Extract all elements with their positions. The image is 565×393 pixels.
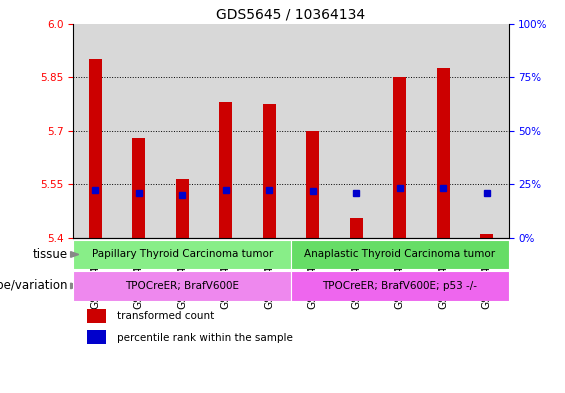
Text: Anaplastic Thyroid Carcinoma tumor: Anaplastic Thyroid Carcinoma tumor	[304, 250, 496, 259]
Bar	[219, 102, 232, 238]
Bar	[160, 24, 204, 238]
Text: genotype/variation: genotype/variation	[0, 279, 68, 292]
Bar	[73, 240, 291, 269]
Bar	[421, 24, 465, 238]
Bar	[86, 309, 106, 323]
Bar	[393, 77, 406, 238]
Bar	[73, 24, 117, 238]
Text: TPOCreER; BrafV600E; p53 -/-: TPOCreER; BrafV600E; p53 -/-	[322, 281, 477, 291]
Bar	[480, 234, 493, 238]
Bar	[378, 24, 421, 238]
Bar	[465, 24, 508, 238]
Polygon shape	[71, 283, 79, 289]
Title: GDS5645 / 10364134: GDS5645 / 10364134	[216, 7, 366, 21]
Bar	[86, 330, 106, 344]
Bar	[263, 104, 276, 238]
Bar	[89, 59, 102, 238]
Text: transformed count: transformed count	[117, 311, 214, 321]
Text: percentile rank within the sample: percentile rank within the sample	[117, 333, 293, 343]
Bar	[350, 218, 363, 238]
Bar	[291, 24, 334, 238]
Bar	[247, 24, 291, 238]
Text: tissue: tissue	[33, 248, 68, 261]
Text: TPOCreER; BrafV600E: TPOCreER; BrafV600E	[125, 281, 239, 291]
Bar	[306, 130, 319, 238]
Text: Papillary Thyroid Carcinoma tumor: Papillary Thyroid Carcinoma tumor	[92, 250, 273, 259]
Bar	[176, 179, 189, 238]
Bar	[204, 24, 247, 238]
Bar	[117, 24, 160, 238]
Bar	[437, 68, 450, 238]
Bar	[334, 24, 378, 238]
Bar	[291, 240, 508, 269]
Bar	[73, 271, 291, 301]
Polygon shape	[71, 252, 79, 257]
Bar	[132, 138, 145, 238]
Bar	[291, 271, 508, 301]
